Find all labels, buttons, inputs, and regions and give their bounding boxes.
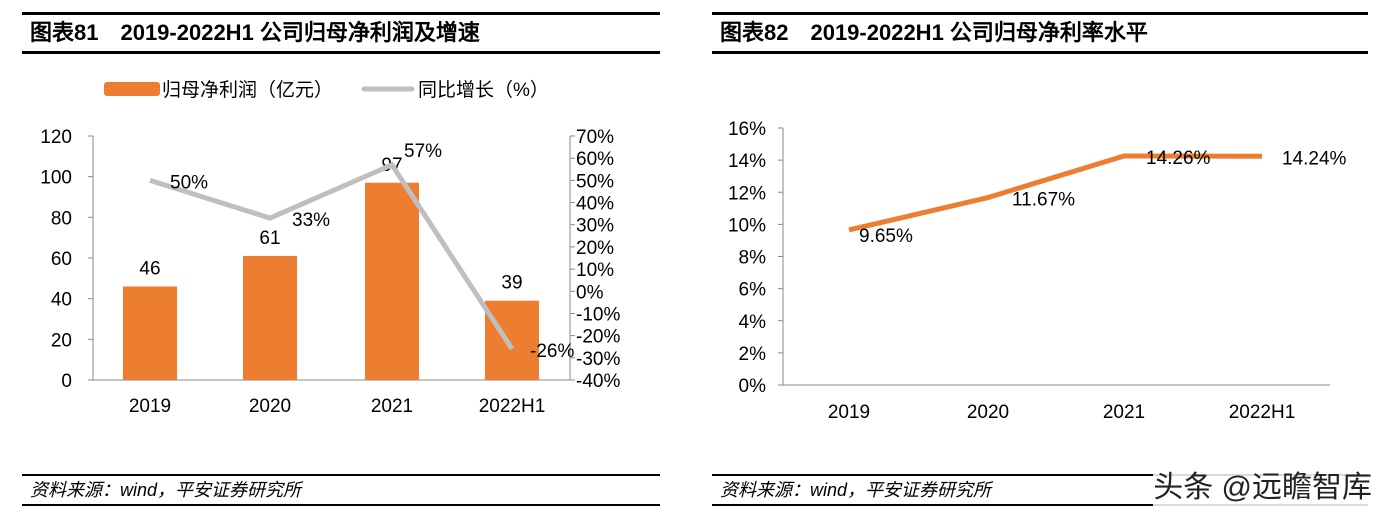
bar-label: 46 [139, 258, 160, 279]
y-tick-label: 100 [40, 168, 72, 189]
chart2-y-tick-label: 4% [739, 312, 767, 333]
bar [485, 300, 539, 380]
y-tick-label: 40 [51, 290, 72, 311]
line-label: -26% [530, 341, 574, 362]
y2-tick-label: -20% [576, 327, 620, 348]
bar [123, 286, 177, 380]
chart2-x-tick-label: 2019 [828, 402, 870, 423]
y2-tick-label: 60% [576, 149, 614, 170]
x-tick-label: 2022H1 [479, 396, 546, 417]
chart2-x-tick-label: 2020 [967, 402, 1009, 423]
chart2-x-tick-label: 2022H1 [1229, 402, 1296, 423]
chart2-point-label: 11.67% [1012, 190, 1075, 211]
line-label: 57% [404, 141, 442, 162]
chart2-y-tick-label: 16% [728, 119, 766, 140]
x-tick-label: 2020 [249, 396, 291, 417]
y-tick-label: 120 [40, 127, 72, 148]
y-tick-label: 60 [51, 249, 72, 270]
y2-tick-label: 30% [576, 216, 614, 237]
y-tick-label: 20 [51, 330, 72, 351]
x-tick-label: 2019 [129, 396, 171, 417]
y-tick-label: 0 [61, 371, 72, 392]
y2-tick-label: -10% [576, 304, 620, 325]
chart2-y-tick-label: 0% [739, 376, 767, 397]
y-tick-label: 80 [51, 208, 72, 229]
chart2-point-label: 14.26% [1146, 148, 1211, 169]
y2-tick-label: 10% [576, 260, 614, 281]
bar-label: 39 [501, 273, 522, 294]
legend-bar-label: 归母净利润（亿元） [162, 79, 333, 101]
chart2-y-tick-label: 12% [728, 183, 766, 204]
chart2-source: 资料来源：wind，平安证券研究所 [712, 474, 1368, 506]
chart2-y-tick-label: 14% [728, 151, 766, 172]
chart1-source: 资料来源：wind，平安证券研究所 [22, 474, 660, 506]
y2-tick-label: 50% [576, 171, 614, 192]
chart2-y-tick-label: 10% [728, 215, 766, 236]
legend-line-label: 同比增长（%） [418, 79, 549, 101]
line-label: 33% [292, 210, 330, 231]
y2-tick-label: -40% [576, 371, 620, 392]
bar [365, 182, 419, 380]
chart1-title: 图表81 2019-2022H1 公司归母净利润及增速 [22, 12, 660, 54]
bar [243, 255, 297, 380]
chart2-y-tick-label: 2% [739, 344, 767, 365]
chart2-y-tick-label: 8% [739, 248, 767, 269]
y2-tick-label: 40% [576, 194, 614, 215]
chart2-title: 图表82 2019-2022H1 公司归母净利率水平 [712, 12, 1368, 54]
legend-bar-swatch [104, 82, 160, 96]
chart2-point-label: 9.65% [859, 226, 913, 247]
y2-tick-label: 20% [576, 238, 614, 259]
chart2-point-label: 14.24% [1282, 148, 1347, 169]
growth-line [149, 161, 515, 351]
bar-label: 61 [259, 228, 280, 249]
y2-tick-label: -30% [576, 349, 620, 370]
y2-tick-label: 0% [576, 282, 604, 303]
margin-line [848, 153, 1263, 233]
line-label: 50% [170, 172, 208, 193]
chart2-x-tick-label: 2021 [1103, 402, 1145, 423]
y2-tick-label: 70% [576, 127, 614, 148]
chart2-y-tick-label: 6% [739, 280, 767, 301]
watermark: 头条 @远瞻智库 [1153, 462, 1372, 506]
x-tick-label: 2021 [371, 396, 413, 417]
